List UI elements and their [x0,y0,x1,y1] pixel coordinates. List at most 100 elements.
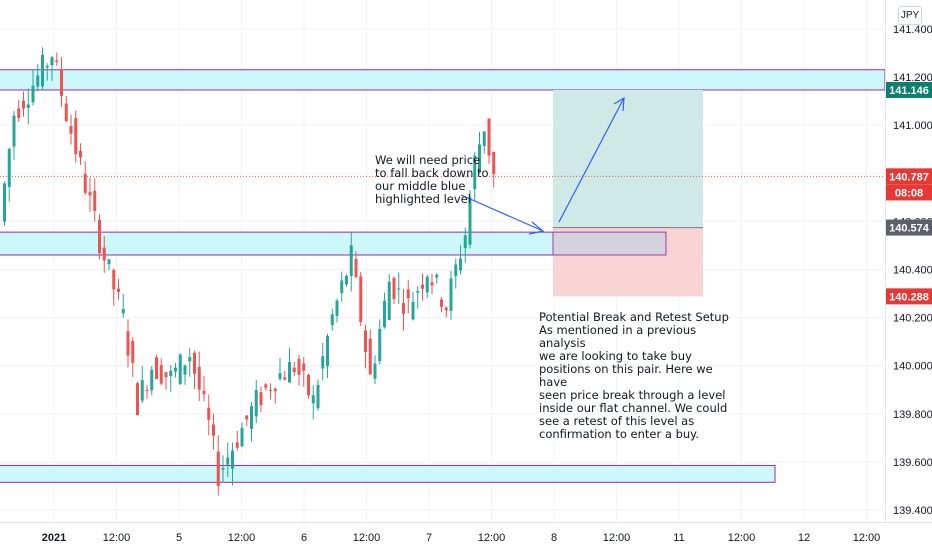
price-tag-label: 140.288 [889,291,929,303]
candle-body [402,303,405,314]
candle-body [79,150,82,158]
candle-body [302,363,306,371]
candle-body [45,65,49,68]
candle-body [425,276,429,293]
candle-body [107,259,111,265]
x-tick-label: 6 [301,532,307,544]
candle-body [174,367,177,372]
candle-body [383,300,386,328]
price-tag [886,81,932,98]
x-tick-label: 12 [798,532,810,544]
x-tick-label: 12:00 [603,532,631,544]
currency-label[interactable]: JPY [898,6,922,25]
candle-body [492,151,496,175]
candle-body [378,328,382,362]
y-tick-label: 141.000 [893,120,932,132]
x-tick-label: 5 [176,532,182,544]
x-tick-label: 8 [551,532,557,544]
candle-body [463,235,467,249]
candle-body [145,389,149,391]
x-tick-label: 11 [673,532,684,544]
candle-body [212,424,215,436]
candle-body [178,354,182,384]
candle-body [93,190,97,211]
price-tag-label: 140.574 [889,223,930,235]
y-tick-label: 140.400 [893,264,932,276]
candle-body [307,374,310,396]
x-tick-label: 12:00 [353,532,381,544]
candle-body [416,291,420,293]
y-tick-label: 139.800 [893,409,932,421]
candle-body [478,144,481,173]
candle-body [288,362,291,383]
price-tag [886,184,932,201]
candle-body [159,365,163,384]
candle-body [216,451,220,487]
x-tick-label: 12:00 [103,532,131,544]
candle-body [444,307,448,311]
candle-body [193,352,196,374]
candle-body [345,275,348,285]
candle-body [98,219,101,254]
candle-body [368,338,372,375]
support-resistance-zones [0,69,886,483]
candle-body [202,390,206,395]
candle-body [140,380,144,401]
candle-body [269,390,272,392]
candle-body [297,358,301,375]
x-tick-label: 12:00 [478,532,506,544]
candle-body [60,69,63,96]
candle-body [459,258,462,271]
candle-body [373,363,377,379]
candle-body [406,289,410,299]
annotation-setup: Potential Break and Retest Setup As ment… [539,310,729,441]
candle-body [326,336,329,367]
drawing-arrows[interactable] [460,96,625,235]
price-tag-label: 140.787 [889,171,929,183]
highlight-zone [0,69,886,91]
arrow-up [558,97,625,223]
candle-body [335,300,339,316]
candle-body [131,340,135,363]
candle-body [126,331,130,356]
candle-body [411,301,415,320]
candle-body [7,148,11,187]
candle-body [392,277,396,300]
candlesticks [3,47,496,496]
candle-body [278,373,282,379]
candle-body [454,264,458,277]
entry-zone-overlap [552,231,667,256]
candle-body [250,406,253,429]
candle-body [231,450,234,469]
candle-body [22,100,25,109]
candle-body [221,468,225,470]
candle-body [430,282,434,286]
candle-body [311,395,315,404]
candle-body [349,245,353,276]
candle-body [64,103,68,122]
price-tag [886,168,932,185]
candle-body [387,281,391,320]
candle-body [359,276,363,323]
candle-body [69,126,73,134]
candle-body [3,183,6,222]
candle-body [169,370,173,377]
candle-body [188,357,192,362]
annotation-retest: We will need price to fall back down to … [375,153,489,206]
time-axis[interactable]: 2021 12:00 5 12:00 6 12:00 7 12:00 8 12:00 11 12:00… [0,522,932,550]
candle-body [50,57,54,66]
target-area [553,89,703,228]
candle-body [340,280,344,294]
candle-body [83,173,87,193]
candle-body [449,278,453,311]
candle-body [354,258,358,277]
candle-body [121,309,125,314]
candle-body [254,389,258,417]
price-axis[interactable]: 141.400141.200141.000140.800140.600140.4… [885,0,932,550]
long-position-tool[interactable] [552,89,703,297]
candle-body [245,415,249,420]
candle-body [259,392,263,405]
price-tag [886,219,932,236]
y-tick-label: 140.000 [893,361,932,373]
